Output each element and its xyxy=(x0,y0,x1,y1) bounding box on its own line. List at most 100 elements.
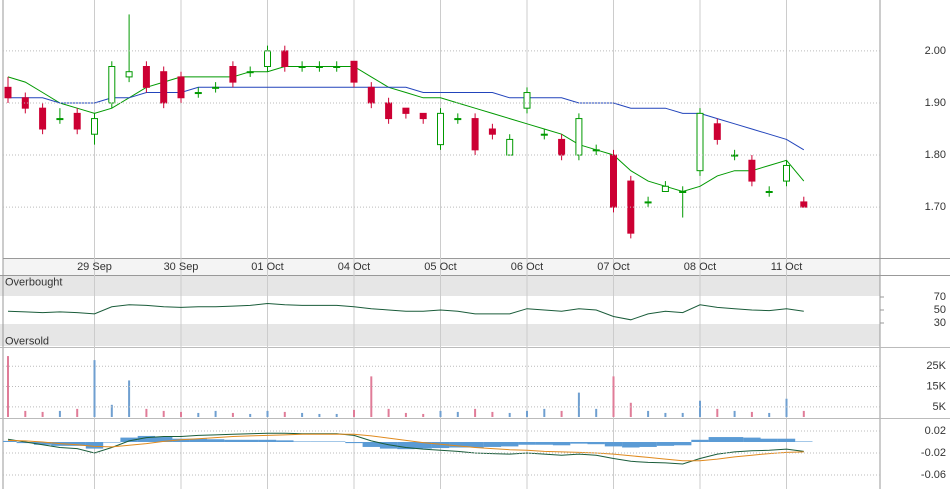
y-tick-label: 70 xyxy=(934,291,946,303)
volume-bar xyxy=(612,376,615,417)
y-tick-label: 5K xyxy=(933,401,947,413)
histogram-bar xyxy=(674,442,692,446)
histogram-bar xyxy=(431,442,450,449)
volume-bar xyxy=(543,408,546,417)
volume-bar xyxy=(785,398,788,417)
candle-body xyxy=(713,123,721,140)
histogram-bar xyxy=(795,441,813,442)
volume-bar xyxy=(128,380,131,417)
candle-body xyxy=(56,118,64,121)
candle-body xyxy=(333,66,341,68)
candle-body xyxy=(21,97,29,109)
candle-body xyxy=(315,66,323,68)
volume-bar xyxy=(526,410,528,417)
histogram-bar xyxy=(414,442,432,449)
candle-body xyxy=(488,128,496,135)
volume-bar xyxy=(439,410,442,417)
histogram-bar xyxy=(310,441,329,442)
histogram-bar xyxy=(501,442,519,447)
volume-bar xyxy=(335,413,338,417)
candle-body xyxy=(298,66,306,68)
histogram-bar xyxy=(449,442,467,448)
histogram-bar xyxy=(587,442,605,445)
volume-bar xyxy=(110,404,113,417)
volume-bar xyxy=(456,411,459,417)
candle-body xyxy=(506,138,514,156)
y-tick-label: 0.02 xyxy=(925,425,946,437)
x-tick-label: 30 Sep xyxy=(164,261,199,273)
volume-bar xyxy=(370,376,373,417)
histogram-bar xyxy=(362,442,380,447)
x-tick-label: 08 Oct xyxy=(684,261,716,273)
volume-bar xyxy=(266,410,269,417)
volume-bar xyxy=(404,412,407,417)
candle-body xyxy=(264,50,271,67)
histogram-bar xyxy=(293,441,311,442)
volume-bar xyxy=(560,410,563,417)
volume-bar xyxy=(76,408,79,417)
volume-bar xyxy=(214,410,217,417)
candle-body xyxy=(229,66,237,83)
volume-bar xyxy=(647,410,650,417)
x-tick-label: 05 Oct xyxy=(424,261,456,273)
candle-body xyxy=(177,76,185,99)
histogram-bar xyxy=(639,442,657,447)
volume-bar xyxy=(318,413,321,417)
volume-bar xyxy=(422,413,425,417)
histogram-bar xyxy=(276,440,294,442)
volume-bar xyxy=(681,412,684,417)
candle-body xyxy=(731,154,739,157)
histogram-bar xyxy=(258,439,277,442)
volume-bar xyxy=(768,412,771,417)
candle-body xyxy=(800,201,808,208)
histogram-bar xyxy=(466,442,484,448)
candle-body xyxy=(523,92,531,109)
volume-bar xyxy=(508,412,511,417)
line-series xyxy=(7,433,804,462)
volume-bar xyxy=(231,412,234,417)
histogram-bar xyxy=(622,442,640,448)
y-tick-label: 1.90 xyxy=(925,97,946,109)
volume-bar xyxy=(577,392,580,417)
volume-bar xyxy=(41,411,44,417)
candle-body xyxy=(402,107,410,114)
candle-body xyxy=(108,66,116,104)
histogram-bar xyxy=(68,442,86,446)
candle-body xyxy=(385,102,393,120)
volume-bar xyxy=(716,408,719,417)
annotation: Oversold xyxy=(5,335,49,347)
y-tick-label: 30 xyxy=(934,317,946,329)
y-tick-label: -0.06 xyxy=(921,469,946,481)
candle-body xyxy=(125,71,133,78)
histogram-bar xyxy=(189,438,207,442)
x-tick-label: 29 Sep xyxy=(77,261,112,273)
volume-bar xyxy=(629,402,632,417)
volume-bar xyxy=(58,410,61,417)
histogram-bar xyxy=(743,437,761,442)
histogram-bar xyxy=(224,439,242,442)
histogram-bar xyxy=(604,442,623,447)
volume-bar xyxy=(162,410,165,417)
histogram-bar xyxy=(33,442,52,445)
x-tick-label: 11 Oct xyxy=(771,261,803,273)
volume-bar xyxy=(145,408,148,417)
candle-body xyxy=(644,201,652,204)
candle-body xyxy=(696,112,704,172)
candle-body xyxy=(437,112,444,146)
histogram-bar xyxy=(760,438,778,442)
histogram-bar xyxy=(345,442,363,444)
candle-body xyxy=(73,112,81,130)
histogram-bar xyxy=(518,442,536,445)
volume-bar xyxy=(283,411,286,417)
x-tick-label: 07 Oct xyxy=(597,261,629,273)
candle-body xyxy=(160,71,168,104)
candle-body xyxy=(661,185,669,193)
candle-body xyxy=(142,66,150,88)
histogram-bar xyxy=(120,437,138,442)
line-series xyxy=(7,432,804,465)
candle-body xyxy=(748,159,756,182)
histogram-bar xyxy=(241,439,259,442)
candle-body xyxy=(91,118,98,135)
